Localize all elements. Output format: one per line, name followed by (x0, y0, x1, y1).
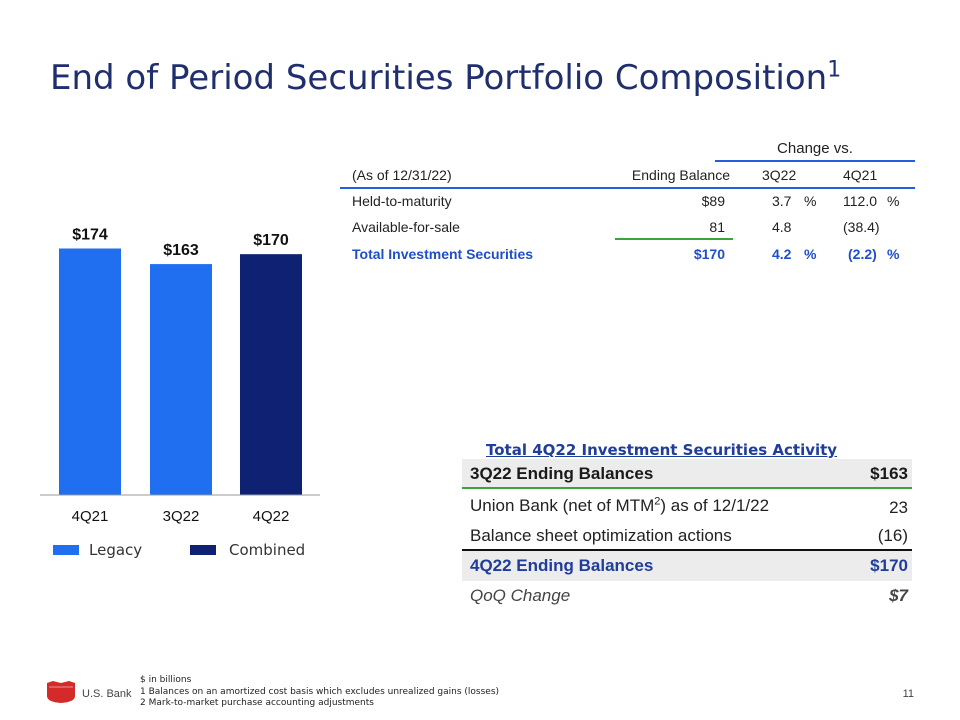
row-label: Held-to-maturity (352, 193, 452, 209)
row-pct-4q21: % (887, 193, 900, 209)
table-row-total: Total Investment Securities $170 4.2 % (… (340, 241, 915, 268)
activity-label: 3Q22 Ending Balances (470, 464, 654, 483)
activity-value: $170 (870, 556, 908, 575)
header-3q22: 3Q22 (762, 167, 797, 183)
footnotes: $ in billions 1 Balances on an amortized… (140, 675, 499, 710)
row-label: Total Investment Securities (352, 246, 534, 262)
activity-value: $7 (889, 586, 908, 605)
activity-row-end: 4Q22 Ending Balances $170 (462, 551, 912, 581)
activity-row-qoq: QoQ Change $7 (462, 581, 912, 611)
row-pct-4q21: % (887, 246, 900, 262)
tick-label-4q22: 4Q22 (253, 508, 290, 525)
tick-label-3q22: 3Q22 (163, 508, 200, 525)
footnote-1: 1 Balances on an amortized cost basis wh… (140, 686, 500, 697)
activity-label: Union Bank (net of MTM2) as of 12/1/22 (470, 496, 769, 516)
title-footnote-marker: 1 (827, 57, 842, 83)
activity-label: Balance sheet optimization actions (470, 526, 732, 545)
bar-4q22 (240, 254, 302, 495)
activity-value: 23 (889, 498, 908, 517)
bar-chart: $174 4Q21 $163 3Q22 $170 4Q22 (40, 227, 320, 525)
page-number: 11 (902, 688, 914, 700)
tick-label-4q21: 4Q21 (72, 508, 109, 525)
activity-label: QoQ Change (470, 586, 571, 605)
legend-swatch-legacy (53, 545, 79, 555)
header-4q21: 4Q21 (843, 167, 878, 183)
footnote-2: 2 Mark-to-market purchase accounting adj… (140, 698, 374, 708)
activity-row: Union Bank (net of MTM2) as of 12/1/22 2… (462, 489, 912, 521)
legend-label-legacy: Legacy (89, 541, 143, 559)
activity-row: Balance sheet optimization actions (16) (462, 521, 912, 551)
table-row: Available-for-sale 81 4.8 (38.4) (340, 214, 915, 241)
row-pct-3q22: % (804, 246, 817, 262)
activity-title: Total 4Q22 Investment Securities Activit… (486, 441, 838, 459)
row-balance: $170 (693, 246, 725, 262)
data-label-3q22: $163 (163, 242, 199, 259)
row-balance: $89 (701, 193, 725, 209)
table-header-row: (As of 12/31/22) Ending Balance 3Q22 4Q2… (340, 162, 915, 189)
row-change-3q22: 4.8 (772, 219, 792, 235)
page-title: End of Period Securities Portfolio Compo… (50, 58, 841, 98)
data-label-4q21: $174 (72, 227, 108, 244)
row-change-4q21: (2.2) (848, 246, 877, 262)
activity-row-start: 3Q22 Ending Balances $163 (462, 459, 912, 489)
activity-label-text: Union Bank (net of MTM (470, 496, 655, 515)
table-row: Held-to-maturity $89 3.7 % 112.0 % (340, 188, 915, 215)
activity-label: 4Q22 Ending Balances (470, 556, 654, 575)
row-pct-3q22: % (804, 193, 817, 209)
us-bank-logo-icon (47, 681, 75, 703)
bar-3q22 (150, 264, 212, 495)
header-ending-balance: Ending Balance (631, 167, 730, 183)
data-label-4q22: $170 (253, 232, 289, 249)
legend-label-combined: Combined (229, 541, 306, 559)
legend-swatch-combined (190, 545, 216, 555)
total-divider (615, 238, 733, 240)
row-change-4q21: (38.4) (843, 219, 880, 235)
row-change-3q22: 4.2 (772, 246, 792, 262)
change-vs-header: Change vs. (715, 140, 915, 162)
row-change-4q21: 112.0 (843, 193, 877, 209)
header-as-of: (As of 12/31/22) (352, 167, 452, 183)
row-change-3q22: 3.7 (772, 193, 792, 209)
brand-name: U.S. Bank (82, 688, 132, 700)
page-title-text: End of Period Securities Portfolio Compo… (50, 58, 828, 98)
activity-value: $163 (870, 464, 908, 483)
activity-label-text-end: ) as of 12/1/22 (660, 496, 770, 515)
activity-value: (16) (877, 526, 908, 545)
row-label: Available-for-sale (352, 219, 460, 235)
activity-footnote-marker: 2 (654, 495, 661, 508)
row-balance: 81 (709, 219, 725, 235)
footnote-units: $ in billions (140, 675, 192, 685)
bar-4q21 (59, 248, 121, 495)
